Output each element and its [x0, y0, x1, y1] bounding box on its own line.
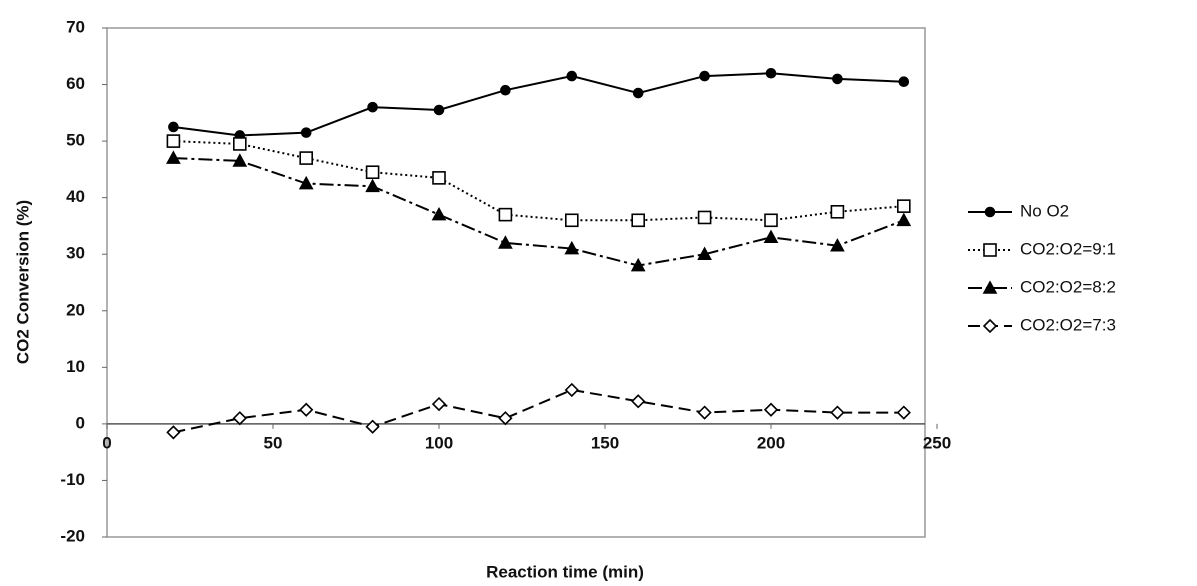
point	[699, 407, 711, 419]
chart: Reaction time (min) CO2 Conversion (%) N…	[0, 0, 1197, 586]
series-line	[173, 73, 903, 135]
point	[567, 72, 576, 81]
x-tick-label: 0	[102, 433, 111, 452]
point	[634, 89, 643, 98]
point	[898, 407, 910, 419]
legend-label: CO2:O2=9:1	[1020, 239, 1116, 258]
x-tick-label: 150	[591, 433, 619, 452]
y-tick-label: -20	[60, 526, 85, 545]
point	[765, 231, 777, 242]
point	[234, 138, 246, 150]
point	[499, 209, 511, 221]
legend-marker	[986, 208, 995, 217]
point	[831, 206, 843, 218]
y-tick-label: 50	[66, 131, 85, 150]
point	[433, 398, 445, 410]
point	[700, 72, 709, 81]
y-tick-label: 30	[66, 244, 85, 263]
x-tick-label: 100	[425, 433, 453, 452]
y-tick-label: 0	[76, 413, 85, 432]
legend-label: CO2:O2=8:2	[1020, 277, 1116, 296]
point	[368, 103, 377, 112]
point	[566, 384, 578, 396]
legend-marker	[984, 244, 996, 256]
page: {"chart_data": {"type": "line", "x_label…	[0, 0, 1197, 586]
point	[169, 122, 178, 131]
point	[767, 69, 776, 78]
x-tick-label: 250	[923, 433, 951, 452]
point	[367, 421, 379, 433]
point	[367, 166, 379, 178]
point	[433, 209, 445, 220]
point	[899, 77, 908, 86]
point	[167, 135, 179, 147]
point	[566, 214, 578, 226]
series-line	[173, 390, 903, 432]
series-line	[173, 158, 903, 265]
x-tick-label: 50	[264, 433, 283, 452]
legend-label: No O2	[1020, 201, 1069, 220]
y-tick-label: 40	[66, 187, 85, 206]
y-tick-label: -10	[60, 470, 85, 489]
point	[632, 214, 644, 226]
point	[831, 407, 843, 419]
point	[300, 152, 312, 164]
point	[302, 128, 311, 137]
point	[435, 106, 444, 115]
point	[501, 86, 510, 95]
point	[234, 412, 246, 424]
point	[765, 404, 777, 416]
point	[499, 412, 511, 424]
point	[433, 172, 445, 184]
point	[632, 395, 644, 407]
y-tick-label: 70	[66, 17, 85, 36]
legend-marker	[984, 320, 996, 332]
legend: No O2 CO2:O2=9:1 CO2:O2=8:2 CO2:O2=7:3	[968, 201, 1116, 334]
x-axis-label: Reaction time (min)	[486, 562, 644, 581]
point	[833, 74, 842, 83]
y-tick-label: 20	[66, 300, 85, 319]
point	[300, 404, 312, 416]
point	[167, 426, 179, 438]
y-tick-label: 60	[66, 74, 85, 93]
y-axis-label: CO2 Conversion (%)	[13, 200, 32, 364]
point	[699, 211, 711, 223]
point	[367, 180, 379, 191]
plot-border	[107, 28, 925, 537]
point	[765, 214, 777, 226]
point	[898, 214, 910, 225]
x-tick-label: 200	[757, 433, 785, 452]
legend-label: CO2:O2=7:3	[1020, 315, 1116, 334]
y-tick-label: 10	[66, 357, 85, 376]
point	[898, 200, 910, 212]
series-line	[173, 141, 903, 220]
